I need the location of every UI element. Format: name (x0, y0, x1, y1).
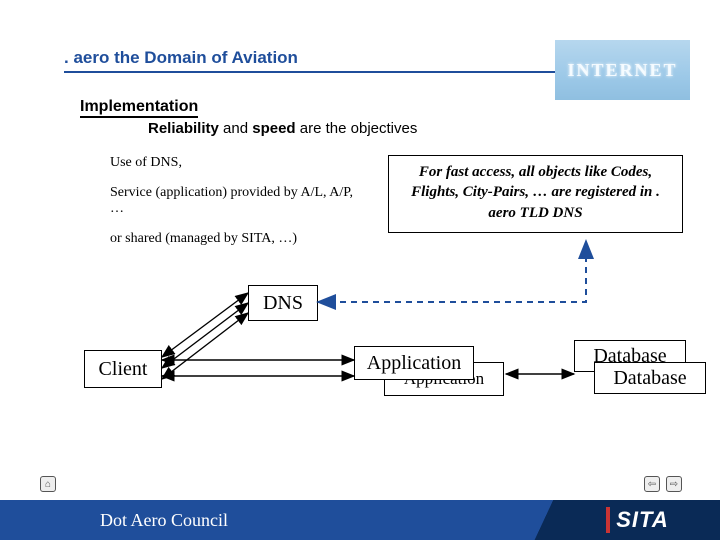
bullet-item: or shared (managed by SITA, …) (110, 231, 360, 247)
page-title: . aero the Domain of Aviation (64, 48, 298, 70)
nav-arrows-group: ⇦ ⇨ (644, 476, 682, 492)
subheading-strong-1: Reliability (148, 120, 219, 137)
subheading-strong-2: speed (252, 120, 295, 137)
node-application-front: Application (354, 346, 474, 380)
bullet-item: Use of DNS, (110, 155, 360, 171)
section-heading: Implementation (80, 98, 198, 118)
next-icon[interactable]: ⇨ (666, 476, 682, 492)
nav-home-group: ⌂ (40, 476, 56, 492)
bullet-item: Service (application) provided by A/L, A… (110, 185, 360, 217)
node-client: Client (84, 350, 162, 388)
callout-box: For fast access, all objects like Codes,… (388, 155, 683, 233)
sita-logo: SITA (606, 507, 668, 533)
subheading: Reliability and speed are the objectives (148, 120, 417, 137)
home-icon[interactable]: ⌂ (40, 476, 56, 492)
node-dns: DNS (248, 285, 318, 321)
prev-icon[interactable]: ⇦ (644, 476, 660, 492)
footer-bar: Dot Aero Council SITA (0, 500, 720, 540)
bullet-list: Use of DNS, Service (application) provid… (110, 155, 360, 261)
subheading-tail: are the objectives (296, 120, 418, 137)
header-sky-image: INTERNET (555, 40, 690, 100)
subheading-mid: and (219, 120, 252, 137)
node-database-2: Database (594, 362, 706, 394)
footer-logo-wrap: SITA (555, 500, 720, 540)
footer-text: Dot Aero Council (0, 500, 555, 540)
